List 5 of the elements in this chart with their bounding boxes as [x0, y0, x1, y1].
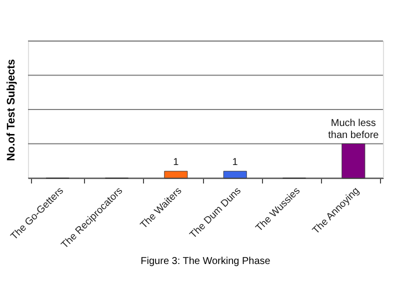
text: Figure 3: The Working Phase: [140, 256, 271, 267]
data-label: 1: [173, 157, 180, 168]
y-axis-title: No.of Test Subjects: [6, 59, 18, 161]
text: Much less than before: [328, 118, 379, 141]
data-label: 1: [232, 157, 238, 168]
